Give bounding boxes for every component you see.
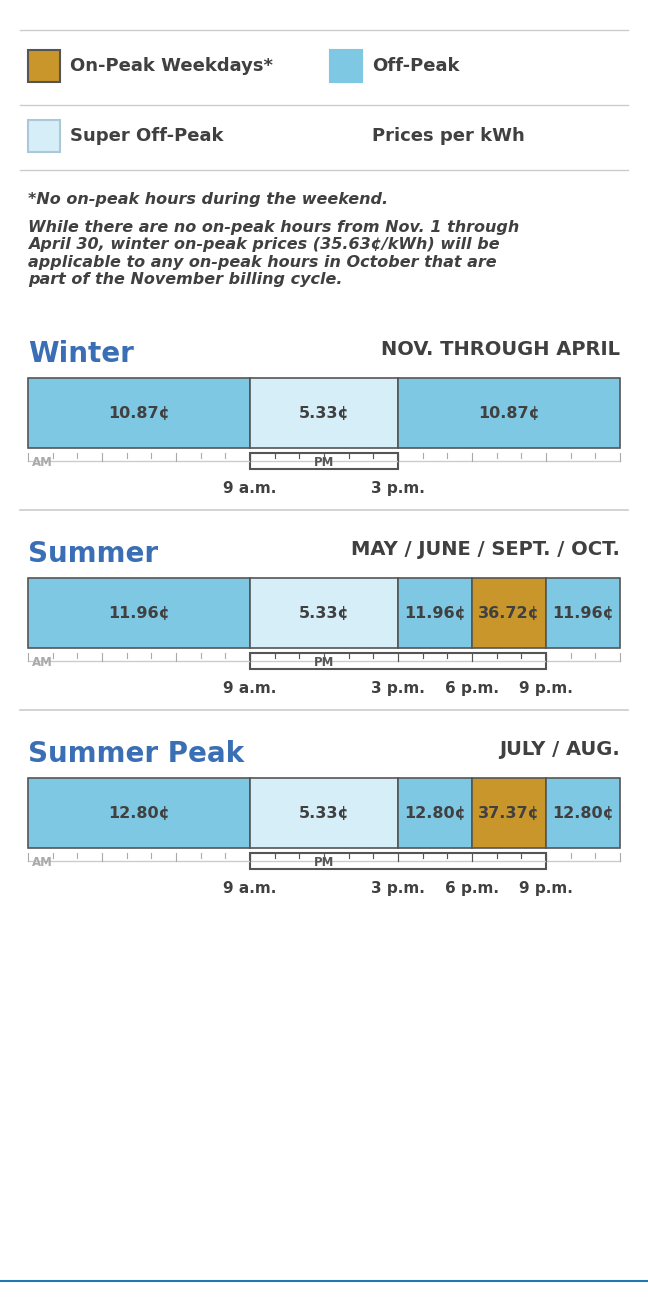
Bar	[398, 578, 472, 648]
Text: 10.87¢: 10.87¢	[478, 405, 540, 421]
Bar	[546, 578, 620, 648]
Text: 9 p.m.: 9 p.m.	[519, 881, 573, 895]
Bar	[250, 653, 546, 669]
Bar	[546, 777, 620, 848]
Text: PM: PM	[314, 856, 334, 868]
Text: 6 p.m.: 6 p.m.	[445, 680, 499, 696]
Text: Super Off-Peak: Super Off-Peak	[70, 127, 224, 146]
Bar	[472, 578, 546, 648]
Text: 9 a.m.: 9 a.m.	[224, 680, 277, 696]
Text: Summer Peak: Summer Peak	[28, 739, 244, 768]
Text: *No on-peak hours during the weekend.: *No on-peak hours during the weekend.	[28, 191, 388, 207]
Text: 9 a.m.: 9 a.m.	[224, 481, 277, 496]
Text: PM: PM	[314, 656, 334, 669]
Bar	[250, 378, 398, 448]
Bar	[28, 378, 250, 448]
Text: 5.33¢: 5.33¢	[299, 606, 349, 620]
Text: 12.80¢: 12.80¢	[404, 805, 466, 821]
Text: 5.33¢: 5.33¢	[299, 805, 349, 821]
Text: 11.96¢: 11.96¢	[552, 606, 614, 620]
Text: While there are no on-peak hours from Nov. 1 through
April 30, winter on-peak pr: While there are no on-peak hours from No…	[28, 220, 519, 287]
Text: MAY / JUNE / SEPT. / OCT.: MAY / JUNE / SEPT. / OCT.	[351, 540, 620, 558]
Text: 12.80¢: 12.80¢	[108, 805, 170, 821]
FancyBboxPatch shape	[28, 121, 60, 152]
Text: 37.37¢: 37.37¢	[478, 805, 540, 821]
Bar	[398, 777, 472, 848]
Text: 6 p.m.: 6 p.m.	[445, 881, 499, 895]
Text: 5.33¢: 5.33¢	[299, 405, 349, 421]
Text: 11.96¢: 11.96¢	[404, 606, 466, 620]
Bar	[28, 777, 250, 848]
Text: 12.80¢: 12.80¢	[552, 805, 614, 821]
Text: AM: AM	[32, 656, 53, 669]
Text: AM: AM	[32, 856, 53, 868]
FancyBboxPatch shape	[28, 50, 60, 83]
Bar	[250, 578, 398, 648]
Text: Winter: Winter	[28, 340, 134, 368]
Text: 3 p.m.: 3 p.m.	[371, 481, 425, 496]
Text: AM: AM	[32, 455, 53, 468]
Text: JULY / AUG.: JULY / AUG.	[499, 739, 620, 759]
Text: 36.72¢: 36.72¢	[478, 606, 540, 620]
Text: 3 p.m.: 3 p.m.	[371, 881, 425, 895]
Bar	[250, 454, 398, 469]
Bar	[250, 853, 546, 869]
Text: On-Peak Weekdays*: On-Peak Weekdays*	[70, 56, 273, 75]
Text: 11.96¢: 11.96¢	[108, 606, 170, 620]
Bar	[28, 578, 250, 648]
Text: 9 p.m.: 9 p.m.	[519, 680, 573, 696]
Text: 9 a.m.: 9 a.m.	[224, 881, 277, 895]
Text: Summer: Summer	[28, 540, 158, 568]
Text: Prices per kWh: Prices per kWh	[372, 127, 525, 146]
Bar	[398, 378, 620, 448]
FancyBboxPatch shape	[330, 50, 362, 83]
Bar	[250, 777, 398, 848]
Text: 3 p.m.: 3 p.m.	[371, 680, 425, 696]
Text: PM: PM	[314, 455, 334, 468]
Bar	[472, 777, 546, 848]
Text: NOV. THROUGH APRIL: NOV. THROUGH APRIL	[381, 340, 620, 359]
Text: 10.87¢: 10.87¢	[108, 405, 170, 421]
Text: Off-Peak: Off-Peak	[372, 56, 459, 75]
